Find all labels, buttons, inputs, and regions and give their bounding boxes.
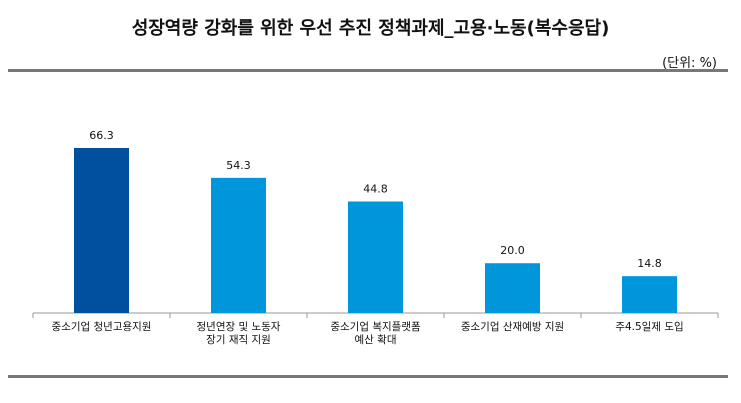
category-label: 중소기업 복지플랫폼	[330, 320, 421, 333]
data-label: 14.8	[637, 257, 662, 270]
data-label: 54.3	[226, 159, 251, 172]
data-label: 66.3	[89, 129, 114, 142]
data-label: 44.8	[363, 183, 388, 196]
bar	[211, 177, 266, 313]
data-label: 20.0	[500, 244, 525, 257]
category-label: 예산 확대	[355, 333, 397, 346]
category-label: 중소기업 산재예방 지원	[461, 320, 564, 333]
bottom-rule	[8, 375, 728, 378]
bar	[74, 148, 129, 313]
category-label: 정년연장 및 노동자	[197, 321, 281, 333]
chart-title: 성장역량 강화를 위한 우선 추진 정책과제_고용·노동(복수응답)	[131, 18, 610, 39]
unit-label: (단위: %)	[662, 56, 717, 71]
category-label: 주4.5일제 도입	[615, 320, 683, 333]
bar	[622, 276, 677, 313]
bar	[348, 201, 403, 313]
category-label: 중소기업 청년고용지원	[52, 320, 152, 333]
category-label: 장기 재직 지원	[206, 334, 271, 346]
bar	[485, 263, 540, 313]
top-rule	[8, 69, 728, 72]
